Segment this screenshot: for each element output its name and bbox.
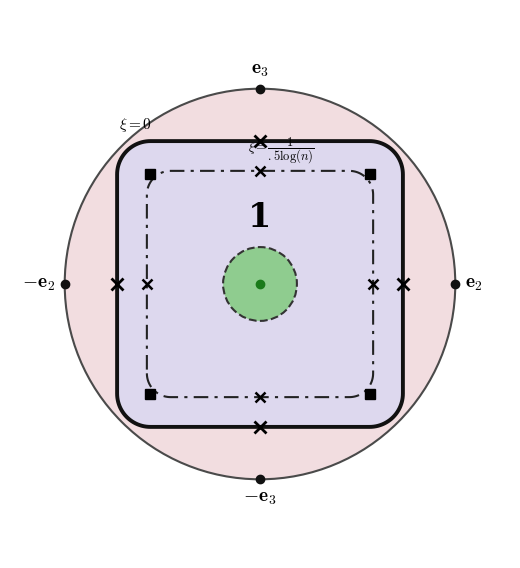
Text: $\xi = 0$: $\xi = 0$	[120, 116, 152, 134]
Text: $\mathbf{e}_3$: $\mathbf{e}_3$	[251, 61, 269, 79]
Text: $\xi = \dfrac{1}{.5\log(n)}$: $\xi = \dfrac{1}{.5\log(n)}$	[248, 135, 315, 166]
Polygon shape	[117, 141, 403, 427]
Text: $-\mathbf{e}_3$: $-\mathbf{e}_3$	[243, 489, 277, 507]
Text: $\mathbf{e}_2$: $\mathbf{e}_2$	[465, 275, 483, 293]
Text: 1: 1	[249, 201, 271, 234]
Circle shape	[64, 89, 456, 479]
Text: $\mathbf{e}_1$: $\mathbf{e}_1$	[255, 254, 269, 269]
Circle shape	[223, 247, 297, 321]
Text: 2: 2	[249, 282, 271, 315]
Text: $-\mathbf{e}_2$: $-\mathbf{e}_2$	[22, 275, 55, 293]
